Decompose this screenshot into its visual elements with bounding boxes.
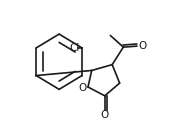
Text: O: O (78, 83, 87, 93)
Text: O: O (138, 41, 146, 51)
Text: O: O (101, 110, 109, 120)
Text: Cl: Cl (70, 43, 80, 53)
